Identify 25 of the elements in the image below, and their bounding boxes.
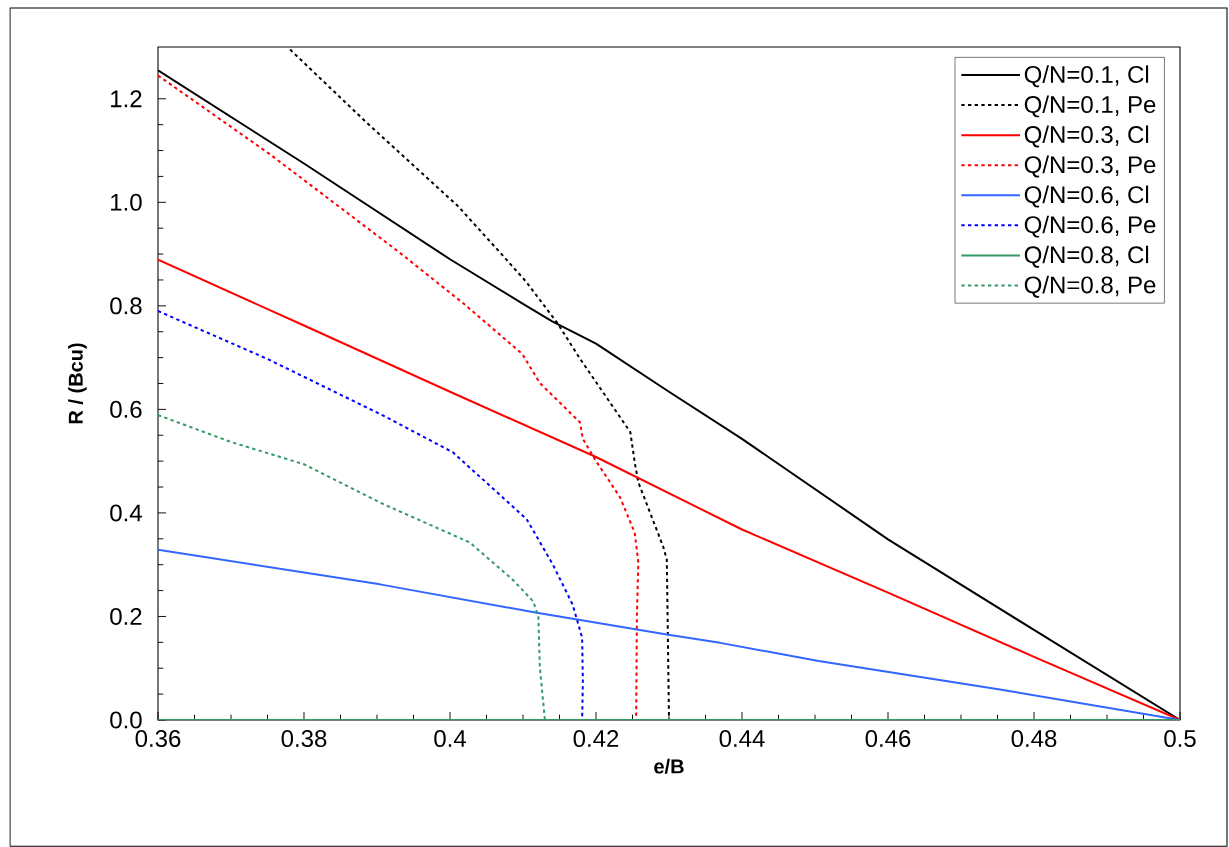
y-tick-label: 1.2 (111, 90, 142, 108)
x-tick-label: 0.44 (719, 730, 765, 748)
y-tick-label: 0.0 (110, 711, 142, 729)
legend-label: Q/N=0.6, Cl (1024, 185, 1149, 208)
y-tick-label: 0.8 (110, 297, 142, 315)
y-tick-label: 1.0 (111, 193, 142, 211)
x-tick-label: 0.42 (573, 730, 619, 748)
x-tick-label: 0.5 (1164, 730, 1196, 748)
x-tick-label: 0.48 (1011, 730, 1057, 748)
legend-label: Q/N=0.3, Pe (1024, 155, 1156, 178)
legend-label: Q/N=0.1, Pe (1024, 95, 1156, 118)
legend-label: Q/N=0.1, Cl (1024, 65, 1149, 88)
legend-label: Q/N=0.8, Pe (1024, 275, 1156, 298)
x-axis-title: e/B (654, 758, 684, 774)
y-axis-title: R / (Bcu) (68, 343, 87, 424)
x-tick-label: 0.36 (135, 730, 181, 748)
y-tick-label: 0.2 (110, 607, 142, 625)
legend-label: Q/N=0.8, Cl (1024, 245, 1149, 268)
y-tick-label: 0.6 (110, 400, 142, 418)
x-tick-label: 0.38 (281, 730, 327, 748)
x-tick-label: 0.46 (865, 730, 911, 748)
legend-label: Q/N=0.3, Cl (1024, 125, 1149, 148)
legend-label: Q/N=0.6, Pe (1024, 215, 1156, 238)
x-tick-label: 0.4 (434, 730, 466, 748)
y-tick-label: 0.4 (110, 504, 142, 522)
